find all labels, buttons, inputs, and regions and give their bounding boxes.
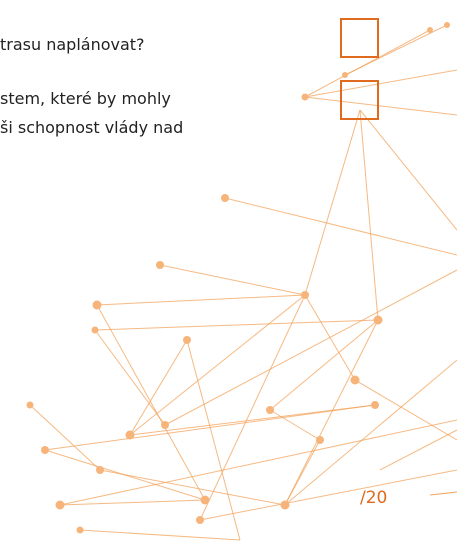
divider [430, 492, 457, 495]
body-line: stem, které by mohly [0, 89, 171, 108]
page-number: /20 [360, 488, 387, 508]
checkbox[interactable] [341, 19, 378, 57]
body-line: ši schopnost vlády nad [0, 118, 183, 137]
page: trasu naplánovat? stem, které by mohly š… [0, 0, 457, 541]
slide: trasu naplánovat? stem, které by mohly š… [0, 0, 457, 541]
question: trasu naplánovat? [0, 35, 145, 54]
